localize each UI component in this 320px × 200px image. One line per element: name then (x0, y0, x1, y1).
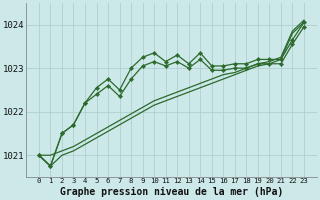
X-axis label: Graphe pression niveau de la mer (hPa): Graphe pression niveau de la mer (hPa) (60, 187, 283, 197)
